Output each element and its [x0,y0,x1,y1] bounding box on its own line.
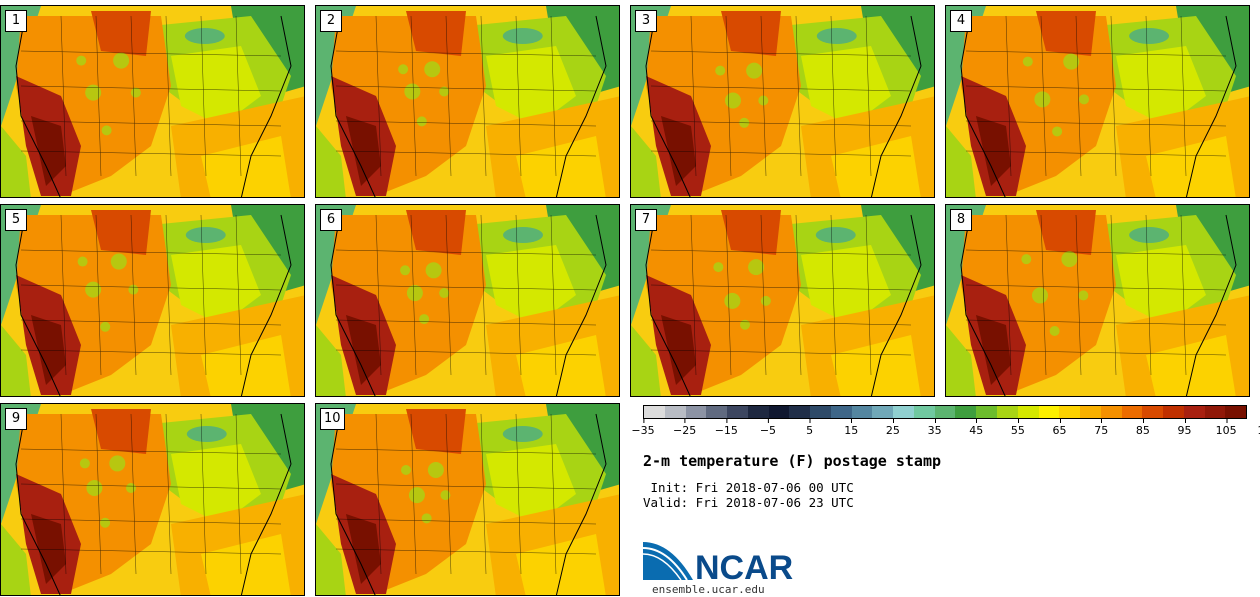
colorbar-segment [1121,406,1143,418]
colorbar-segment [1225,406,1247,418]
map-panel-6: 6 [315,204,620,397]
colorbar-ticks: −35 −25 −15 −5 5 15 25 35 45 55 65 75 85 95 105 115 [631,419,1260,439]
temperature-map [1,6,304,197]
map-panel-10: 10 [315,403,620,596]
colorbar-tick-label: 5 [806,419,813,437]
colorbar-segment [727,406,748,418]
colorbar-tick-label: 65 [1053,419,1067,437]
plot-title: 2-m temperature (F) postage stamp [643,452,942,470]
colorbar-segment [1017,406,1039,418]
ncar-logo: NCAR [643,542,793,582]
panel-label: 1 [5,10,27,32]
colorbar-segment [934,406,956,418]
colorbar-tick-label: 75 [1094,419,1108,437]
colorbar-tick-label: −15 [715,419,738,437]
temperature-map [1,404,304,595]
colorbar-tick-label: −25 [673,419,696,437]
colorbar-segment [810,406,831,418]
colorbar-segment [1142,406,1164,418]
colorbar-tick-label: 115 [1257,419,1260,437]
colorbar-segment [997,406,1018,418]
temperature-map [316,205,619,396]
colorbar-segment [893,406,914,418]
colorbar-segment [706,406,728,418]
colorbar-segment [685,406,707,418]
colorbar-segment [955,406,977,418]
valid-time: Valid: Fri 2018-07-06 23 UTC [643,495,854,510]
colorbar-segment [1059,406,1081,418]
map-panel-2: 2 [315,5,620,198]
panel-label: 4 [950,10,972,32]
colorbar-segment [1080,406,1101,418]
colorbar-segment [913,406,935,418]
colorbar-tick-label: 55 [1011,419,1025,437]
panel-label: 3 [635,10,657,32]
colorbar-tick-label: 95 [1178,419,1192,437]
panel-label: 5 [5,209,27,231]
temperature-colorbar [643,405,1247,419]
colorbar-tick-label: 45 [969,419,983,437]
temperature-map [946,6,1249,197]
colorbar-segment [872,406,894,418]
colorbar-segment [976,406,998,418]
panel-label: 7 [635,209,657,231]
map-panel-3: 3 [630,5,935,198]
panel-label: 10 [320,408,345,430]
colorbar-segment [789,406,811,418]
map-panel-8: 8 [945,204,1250,397]
colorbar-segment [1038,406,1060,418]
colorbar-tick-label: 15 [844,419,858,437]
colorbar-tick-label: 105 [1216,419,1237,437]
colorbar-segment [644,406,665,418]
map-panel-5: 5 [0,204,305,397]
colorbar-segment [747,406,769,418]
map-panel-1: 1 [0,5,305,198]
colorbar-segment [1100,406,1122,418]
map-panel-7: 7 [630,204,935,397]
colorbar-segment [664,406,686,418]
colorbar-tick-label: −35 [631,419,655,437]
init-time: Init: Fri 2018-07-06 00 UTC [643,480,854,495]
map-panel-4: 4 [945,5,1250,198]
colorbar-segment [830,406,852,418]
colorbar-tick-label: 25 [886,419,900,437]
temperature-map [631,205,934,396]
ncar-url: ensemble.ucar.edu [652,583,765,596]
colorbar-segment [1163,406,1184,418]
colorbar-segment [768,406,790,418]
colorbar-segment [1204,406,1226,418]
temperature-map [631,6,934,197]
temperature-map [316,404,619,595]
colorbar-tick-label: 35 [928,419,942,437]
panel-label: 9 [5,408,27,430]
temperature-map [946,205,1249,396]
panel-label: 2 [320,10,342,32]
map-panel-9: 9 [0,403,305,596]
colorbar-tick-label: 85 [1136,419,1150,437]
colorbar-segment [851,406,873,418]
ncar-logo-text: NCAR [695,549,793,582]
ncar-logo-arc-icon [643,542,693,580]
colorbar-tick-label: −5 [760,419,776,437]
temperature-map [1,205,304,396]
panel-label: 8 [950,209,972,231]
panel-label: 6 [320,209,342,231]
colorbar-segment [1183,406,1205,418]
temperature-map [316,6,619,197]
